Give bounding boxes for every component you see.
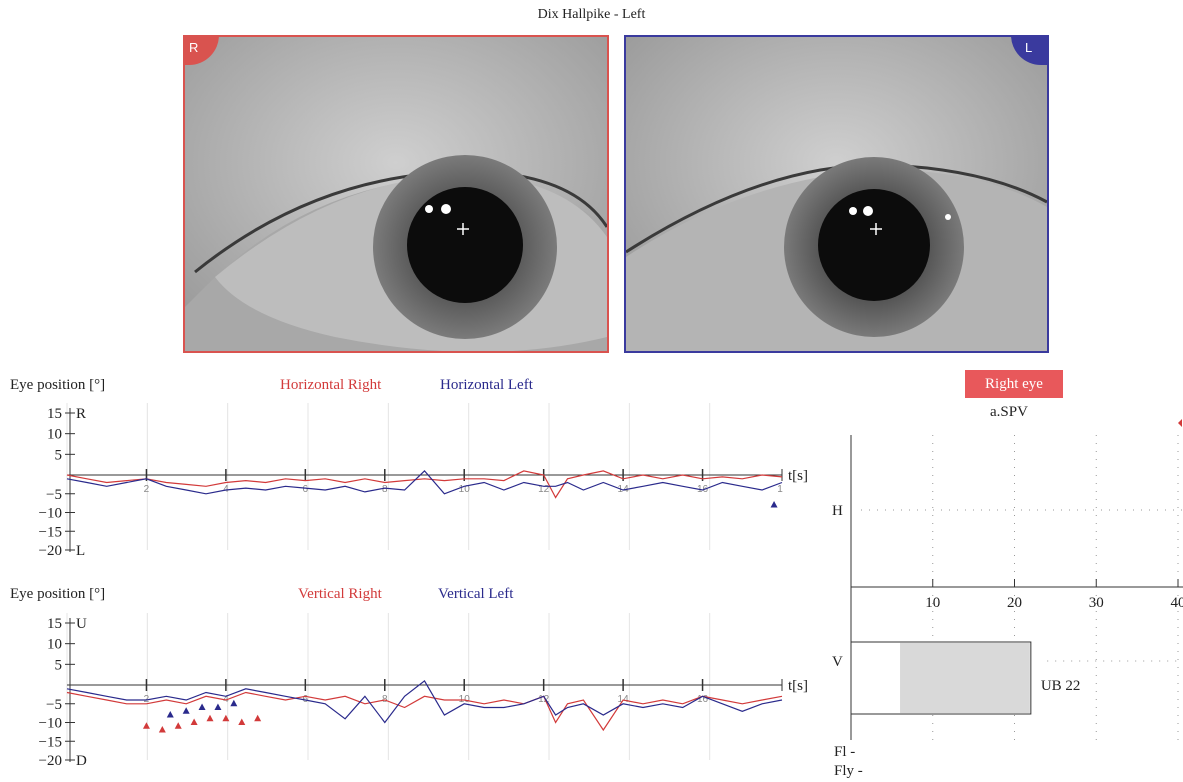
right-eye-corner-label: R [189,40,199,55]
y-tick-label: 5 [55,657,63,673]
spv-x-tick-label: 40 [1171,595,1183,611]
y-tick-label: −10 [39,716,62,732]
marker-triangle [206,714,214,722]
left-eye-corner-label: L [1025,40,1033,55]
y-tick-label: −5 [46,697,62,713]
horizontal-right-legend: Horizontal Right [280,377,382,393]
marker-triangle [182,707,190,714]
y-tick-label: −15 [39,524,62,540]
spv-bar-fill [900,643,1030,713]
direction-top-label: U [76,616,87,632]
x-end-tick-label: 1 [777,484,783,495]
left-eye-drawing [626,37,1047,351]
x-tick-label: 10 [459,484,471,495]
series-line-horizontal-left [66,470,783,495]
marker-triangle [166,711,174,718]
y-tick-label: 15 [47,616,62,632]
y-tick-label: −20 [39,753,62,769]
marker-triangle [222,714,230,722]
marker-triangle [158,726,166,733]
vertical-right-legend: Vertical Right [298,586,382,602]
y-tick-label: −5 [46,487,62,503]
marker-triangle [238,718,246,725]
y-tick-label: −15 [39,734,62,750]
x-tick-label: 12 [538,694,550,705]
page-title: Dix Hallpike - Left [537,7,646,22]
y-tick-label: 5 [55,447,63,463]
right-eye-corner-badge: R [185,37,219,65]
series-line-vertical-left [66,680,783,724]
left-eye-image: L [624,35,1049,353]
right-eye-image: R [183,35,609,353]
marker-triangle [198,703,206,710]
right-eye-button[interactable]: Right eye [965,370,1063,398]
spv-x-tick-label: 30 [1089,595,1104,611]
x-tick-label: 16 [697,694,709,705]
vertical-left-legend: Vertical Left [438,586,514,602]
y-tick-label: 10 [47,427,62,443]
direction-bottom-label: L [76,543,85,558]
x-axis-label: t[s] [788,678,808,694]
marker-triangle [230,699,238,707]
x-tick-label: 6 [303,484,309,495]
x-tick-label: 8 [382,484,388,495]
y-tick-label: −20 [39,543,62,558]
spv-title: a.SPV [990,404,1028,420]
series-line-horizontal-right [66,470,783,499]
marker-triangle [214,703,222,710]
spv-x-tick-label: 10 [925,595,940,611]
horizontal-left-legend: Horizontal Left [440,377,533,393]
spv-row-label-h: H [832,503,843,519]
spv-x-tick-label: 20 [1007,595,1022,611]
marker-triangle [254,714,262,722]
marker-triangle [142,722,150,729]
marker-triangle [190,718,198,725]
spv-row-label-v: V [832,654,843,670]
direction-bottom-label: D [76,753,87,769]
spv-indicator [1178,419,1182,427]
marker-triangle [174,722,182,729]
spv-chart: 10 20 30 40 H V UB 22 Fl - Fly - [832,419,1183,779]
right-eye-drawing [185,37,607,351]
x-tick-label: 12 [538,484,550,495]
marker-triangle [770,501,778,508]
spv-bar-label: UB 22 [1041,678,1081,694]
y-tick-label: 15 [47,406,62,422]
x-axis-label: t[s] [788,468,808,484]
x-tick-label: 2 [144,484,150,495]
horizontal-chart-ylabel: Eye position [°] [10,377,106,393]
spv-footer-label: Fly - [834,763,863,779]
y-tick-label: 10 [47,637,62,653]
vertical-chart-ylabel: Eye position [°] [10,586,106,602]
spv-footer-label: Fl - [834,744,855,760]
y-tick-label: −10 [39,506,62,522]
direction-top-label: R [76,406,86,422]
